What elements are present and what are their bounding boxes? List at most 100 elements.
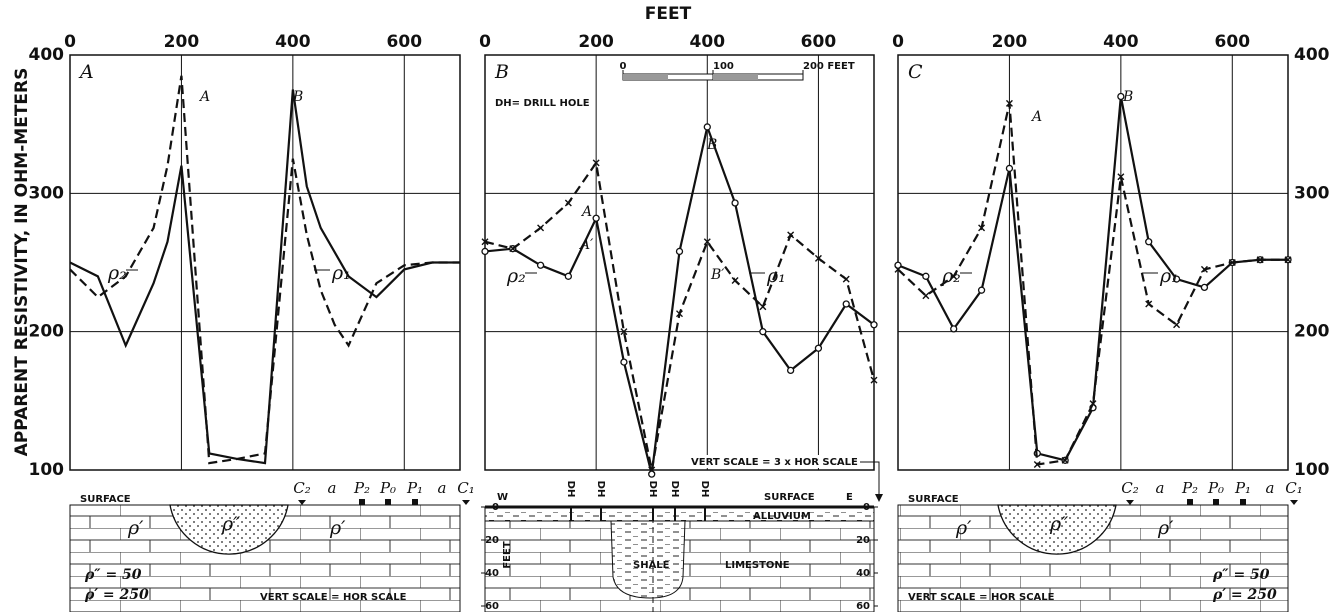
x-axis-title: FEET <box>645 4 692 24</box>
scale-label: 200 FEET <box>803 61 855 72</box>
end-label: E <box>846 492 853 503</box>
y-tick-label: 200 <box>29 322 65 342</box>
end-label: W <box>497 492 508 503</box>
electrode-label: C₂ <box>1121 479 1139 497</box>
electrode <box>385 499 391 505</box>
circle-marker <box>786 366 795 375</box>
y-tick-label: 100 <box>29 460 65 480</box>
electrode <box>1126 500 1134 505</box>
depth-tick-label: 40 <box>856 568 870 579</box>
x-marker <box>1173 321 1181 329</box>
series-label: ρ₂ <box>941 265 961 287</box>
depth-tick-label: 0 <box>863 502 870 513</box>
rho-legend: ρ′ = 250 <box>1212 587 1277 603</box>
x-marker <box>922 292 930 300</box>
drill-hole-label: DH <box>565 481 576 498</box>
inclusion <box>169 504 289 555</box>
electrode-label: P₁ <box>1234 479 1251 497</box>
rho-outer: ρ′ <box>329 517 346 539</box>
depth-tick-label: 40 <box>485 568 499 579</box>
drill-hole-label: DH <box>595 481 606 498</box>
x-marker <box>537 224 545 232</box>
scale-note: VERT SCALE = 3 x HOR SCALE <box>691 457 858 468</box>
x-marker <box>1200 265 1208 273</box>
depth-tick-label: 20 <box>485 535 499 546</box>
x-marker <box>703 238 711 246</box>
point-label: B <box>1122 89 1133 105</box>
y-tick-label: 200 <box>1294 322 1330 342</box>
x-tick-label: 0 <box>892 32 904 52</box>
data-line <box>484 123 875 475</box>
inclusion <box>997 504 1117 555</box>
point-label: A <box>198 89 210 105</box>
x-marker <box>787 231 795 239</box>
x-marker <box>870 376 878 384</box>
point-label: A <box>580 204 592 220</box>
scale-note: VERT SCALE = HOR SCALE <box>908 592 1055 603</box>
x-marker <box>842 275 850 283</box>
point-label: A′ <box>578 237 594 253</box>
electrode <box>359 499 365 505</box>
x-marker <box>648 466 656 474</box>
circle-marker <box>620 358 628 366</box>
point-label: B <box>706 137 717 153</box>
rho-inner: ρ″ <box>1049 513 1068 535</box>
circle-marker <box>922 272 930 280</box>
scale-note-bg <box>685 455 873 468</box>
x-tick-label: 200 <box>578 32 614 52</box>
electrode-label: a <box>1266 479 1275 497</box>
x-marker <box>1089 400 1097 408</box>
layer-label: LIMESTONE <box>725 560 790 571</box>
x-tick-label: 400 <box>690 32 726 52</box>
x-tick-label: 600 <box>801 32 837 52</box>
x-marker <box>814 254 822 262</box>
data-line <box>69 89 460 465</box>
electrode <box>1187 499 1193 505</box>
panel-title: C <box>908 61 923 83</box>
circle-marker <box>481 247 489 256</box>
x-marker <box>592 159 600 167</box>
scale-arrowhead <box>875 494 883 502</box>
x-tick-label: 200 <box>992 32 1028 52</box>
panel-title: A <box>78 61 94 83</box>
plot-frame <box>69 54 461 471</box>
electrode-label: a <box>1156 479 1165 497</box>
x-marker <box>1061 456 1069 464</box>
x-marker <box>564 199 572 207</box>
electrode-label: P₀ <box>1207 479 1224 497</box>
x-marker <box>1005 99 1013 107</box>
circle-marker <box>1145 238 1153 246</box>
scale-hatch <box>623 74 668 80</box>
x-tick-label: 600 <box>387 32 423 52</box>
x-marker <box>1284 256 1292 264</box>
electrode-label: P₂ <box>1181 479 1198 497</box>
series-label: ρ₂ <box>506 265 526 287</box>
electrode-label: P₁ <box>406 479 423 497</box>
x-marker <box>1033 460 1041 468</box>
circle-marker <box>648 470 656 478</box>
x-tick-label: 0 <box>479 32 491 52</box>
circle-marker <box>814 344 823 352</box>
rho-outer: ρ′ <box>955 517 972 539</box>
electrode <box>1240 499 1246 505</box>
electrode-label: a <box>328 479 337 497</box>
surface-label: SURFACE <box>80 494 131 505</box>
x-marker <box>1228 259 1236 266</box>
point-label: B <box>292 89 303 105</box>
depth-tick-label: 0 <box>492 502 499 513</box>
note: DH= DRILL HOLE <box>495 98 590 109</box>
electrode <box>462 500 470 505</box>
y-tick-label: 100 <box>1294 460 1330 480</box>
data-line <box>69 75 460 465</box>
depth-tick-label: 20 <box>856 535 870 546</box>
x-marker <box>1256 256 1264 264</box>
depth-label: FEET <box>502 541 513 568</box>
x-marker <box>620 328 628 336</box>
electrode <box>298 500 306 505</box>
circle-marker <box>870 321 878 329</box>
point-label: B′ <box>710 267 725 283</box>
data-line <box>897 103 1288 466</box>
drill-hole-label: DH <box>669 481 680 498</box>
electrode <box>1213 499 1219 505</box>
series-label: ρ₂ <box>107 262 127 284</box>
